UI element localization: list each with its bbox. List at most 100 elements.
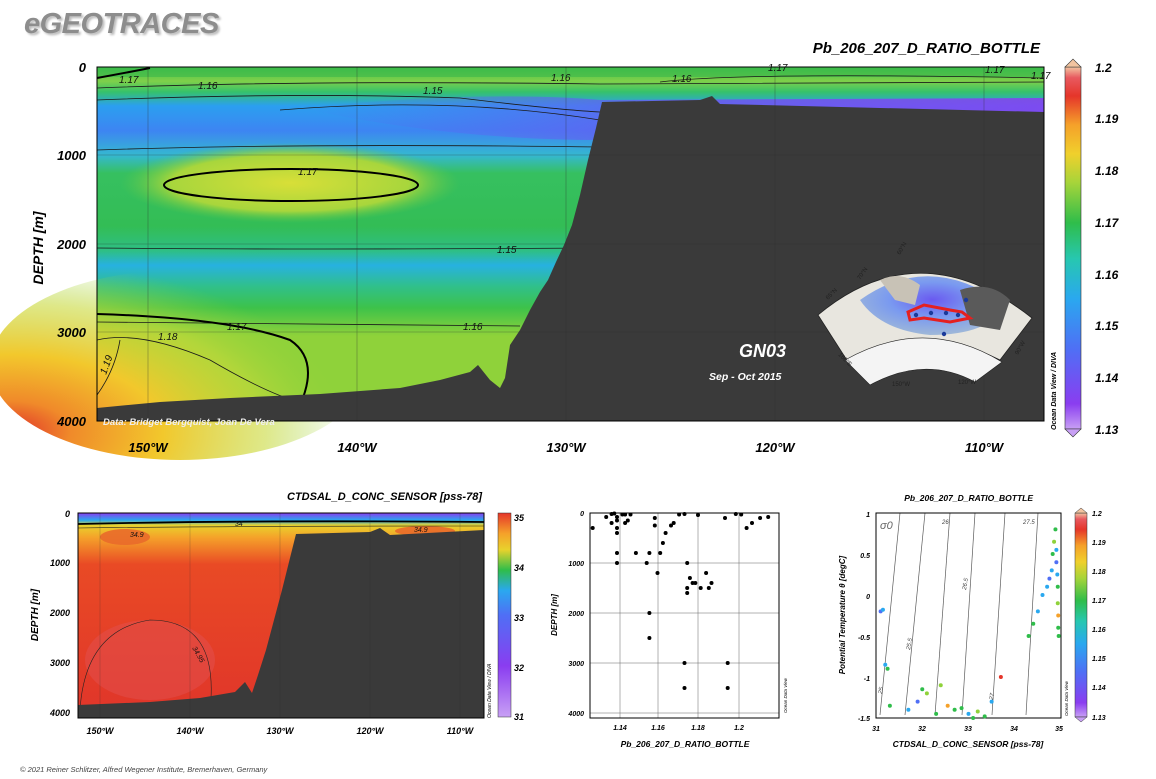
section-date: Sep - Oct 2015 [709, 371, 782, 383]
data-point [663, 531, 668, 535]
colorbar-credit: Ocean Data View / DIVA [487, 663, 493, 718]
contour-label: 1.17 [119, 75, 139, 86]
data-point [658, 551, 663, 555]
main-chart-title: Pb_206_207_D_RATIO_BOTTLE [813, 40, 1041, 57]
y-tick-label: 1 [866, 512, 870, 519]
colorbar-credit: Ocean Data View / DIVA [1051, 352, 1058, 430]
ts-colorbar [1074, 512, 1088, 718]
colorbar-tick-label: 1.15 [1095, 319, 1119, 333]
y-tick-label: 3000 [568, 661, 584, 668]
data-point [1056, 613, 1061, 618]
data-point [698, 586, 703, 590]
data-point [671, 521, 676, 525]
x-tick-label: 120°W [356, 726, 385, 736]
data-point [693, 581, 698, 585]
data-point [644, 561, 649, 565]
colorbar-tick-label: 1.16 [1095, 268, 1119, 282]
data-point [989, 699, 994, 704]
data-point [628, 512, 633, 517]
contour-label: 34.9 [414, 527, 428, 534]
data-point [920, 687, 925, 692]
data-point [1040, 593, 1045, 597]
data-point [660, 541, 665, 545]
data-point [1031, 621, 1036, 626]
colorbar-tick-label: 1.2 [1092, 511, 1102, 518]
colorbar-tick-label: 1.15 [1092, 656, 1106, 663]
contour-label: 1.17 [768, 63, 788, 74]
colorbar-tick-label: 1.19 [1092, 540, 1106, 547]
data-point [652, 523, 657, 528]
data-point [647, 611, 652, 615]
data-credit: Data: Bridget Bergquist, Joan De Vera [103, 417, 275, 428]
y-tick-label: 0 [580, 511, 584, 518]
y-tick-label: 2000 [567, 611, 584, 618]
y-axis-label: DEPTH [m] [30, 210, 46, 284]
colorbar-tick-label: 1.14 [1092, 685, 1106, 692]
data-point [682, 661, 687, 665]
contour-label: 1.16 [551, 73, 571, 84]
data-point [682, 686, 687, 690]
data-point [612, 511, 617, 516]
data-point [655, 571, 660, 575]
x-tick-label: 34 [1010, 726, 1018, 733]
colorbar-tick-label: 1.18 [1092, 569, 1106, 576]
data-point [1026, 634, 1031, 638]
data-point [1054, 547, 1059, 552]
isopycnal-label: 27 [989, 692, 996, 701]
y-tick-label: 0.5 [860, 553, 870, 560]
data-point [971, 716, 976, 720]
data-point [966, 711, 971, 716]
contour-label: 1.16 [463, 322, 483, 333]
data-point [945, 703, 950, 708]
x-tick-label: 35 [1055, 726, 1063, 733]
data-point [615, 518, 619, 523]
colorbar-credit: Ocean Data View [1064, 680, 1069, 716]
x-tick-label: 1.2 [734, 725, 744, 732]
y-tick-label: 3000 [50, 658, 70, 668]
map-label: 150°W [892, 382, 910, 388]
y-axis-label: Potential Temperature θ [degC] [838, 555, 847, 674]
data-point [938, 683, 943, 688]
x-tick-label: 150°W [86, 726, 115, 736]
y-tick-label: 2000 [56, 237, 87, 252]
y-axis-label: DEPTH [m] [30, 588, 41, 641]
data-point [623, 512, 628, 517]
data-point [669, 523, 673, 528]
colorbar-tick-label: 1.18 [1095, 164, 1119, 178]
data-point [615, 531, 619, 535]
colorbar-tick-label: 1.17 [1092, 598, 1107, 605]
data-point [1056, 625, 1061, 630]
data-point [959, 706, 964, 711]
colorbar-tick-label: 1.13 [1092, 715, 1106, 722]
data-point [924, 691, 929, 696]
data-point [880, 607, 885, 612]
data-point [1052, 539, 1057, 544]
ts-diagram-chart: σ0 25 25.5 26 26.5 27 27.5 1 0.5 0 -0.5 … [838, 493, 1107, 749]
data-point [1056, 634, 1061, 638]
data-point [687, 576, 692, 580]
contour-label: 1.18 [158, 332, 178, 343]
data-point [766, 515, 771, 519]
contour-label: 1.16 [672, 74, 692, 85]
x-tick-label: 140°W [337, 440, 378, 455]
data-point [725, 661, 730, 665]
data-point [975, 709, 980, 714]
data-point [733, 512, 738, 516]
data-point [725, 686, 730, 690]
copyright-note: © 2021 Reiner Schlitzer, Alfred Wegener … [20, 765, 268, 774]
data-point [604, 515, 609, 519]
x-tick-label: 140°W [176, 726, 205, 736]
isopycnal-label: 26.5 [962, 577, 970, 591]
main-section-chart: 1.17 1.16 1.16 1.15 1.16 1.17 1.17 1.15 … [0, 40, 1120, 460]
y-axis-label: DEPTH [m] [550, 594, 559, 636]
x-axis-label: CTDSAL_D_CONC_SENSOR [pss-78] [893, 739, 1045, 749]
ts-chart-title: Pb_206_207_D_RATIO_BOTTLE [904, 493, 1033, 503]
salinity-section-chart: 34.9 34.9 34.95 34 0 1000 2000 3000 4000… [30, 491, 525, 736]
y-tick-label: 4000 [49, 708, 70, 718]
data-point [706, 586, 711, 590]
data-point [1055, 601, 1060, 606]
y-tick-label: -1 [864, 676, 870, 683]
section-name: GN03 [739, 341, 786, 361]
y-tick-label: 1000 [50, 558, 70, 568]
data-point [615, 561, 619, 565]
